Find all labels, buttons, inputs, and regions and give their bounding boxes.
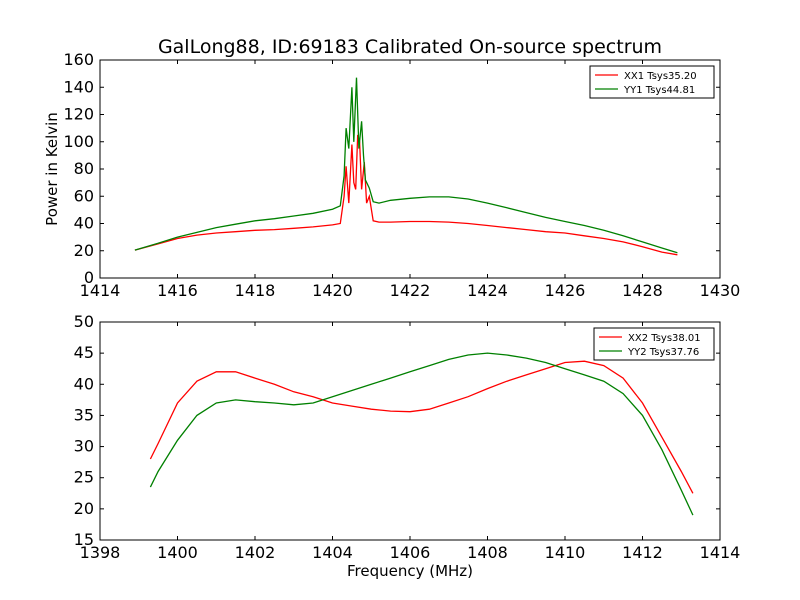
x-axis-label: Frequency (MHz) [347, 562, 473, 580]
y-tick-label: 60 [74, 186, 94, 205]
y-tick-label: 120 [63, 105, 94, 124]
x-tick-label: 1424 [467, 281, 508, 300]
y-axis-label: Power in Kelvin [43, 112, 61, 226]
y-tick-label: 80 [74, 159, 94, 178]
legend-box [593, 327, 715, 361]
legend-entry-label: YY1 Tsys44.81 [623, 85, 695, 96]
x-tick-label: 1400 [157, 543, 198, 562]
series-line-xx [134, 134, 678, 256]
y-tick-label: 50 [74, 312, 94, 331]
x-tick-label: 1412 [622, 543, 663, 562]
x-tick-label: 1408 [467, 543, 508, 562]
y-tick-label: 40 [74, 214, 94, 233]
legend-entry-label: XX2 Tsys38.01 [628, 333, 701, 344]
series-line-yy [149, 352, 694, 516]
legend: XX1 Tsys35.20 YY1 Tsys44.81 [589, 65, 715, 99]
x-tick-label: 1418 [235, 281, 276, 300]
x-tick-label: 1428 [622, 281, 663, 300]
y-tick-label: 160 [63, 50, 94, 69]
x-tick-label: 1414 [700, 543, 741, 562]
y-tick-label: 35 [74, 405, 94, 424]
top-panel: 1414 1416 1418 1420 1422 1424 1426 1428 1430 0 20 4… [43, 50, 740, 300]
y-tick-label: 25 [74, 468, 94, 487]
y-tick-label: 0 [84, 268, 94, 287]
y-tick-label: 140 [63, 77, 94, 96]
y-tick-label: 100 [63, 132, 94, 151]
y-tick-label: 20 [74, 499, 94, 518]
chart-title: GalLong88, ID:69183 Calibrated On-source… [158, 36, 662, 58]
legend-entry-label: YY2 Tsys37.76 [627, 347, 699, 358]
x-tick-label: 1404 [312, 543, 353, 562]
x-tick-label: 1398 [80, 543, 121, 562]
x-tick-label: 1422 [390, 281, 431, 300]
x-tick-label: 1430 [700, 281, 741, 300]
x-tick-label: 1402 [235, 543, 276, 562]
y-tick-label: 40 [74, 374, 94, 393]
x-tick-label: 1410 [545, 543, 586, 562]
y-tick-label: 45 [74, 343, 94, 362]
y-tick-label: 30 [74, 437, 94, 456]
legend-entry-label: XX1 Tsys35.20 [624, 71, 697, 82]
legend-box [589, 65, 715, 99]
series-line-yy [134, 77, 678, 254]
x-tick-label: 1406 [390, 543, 431, 562]
bottom-panel: 1398 1400 1402 1404 1406 1408 1410 1412 1414 15 20… [74, 312, 741, 580]
x-tick-label: 1416 [157, 281, 198, 300]
y-tick-label: 15 [74, 530, 94, 549]
legend: XX2 Tsys38.01 YY2 Tsys37.76 [593, 327, 715, 361]
x-tick-label: 1426 [545, 281, 586, 300]
x-tick-label: 1420 [312, 281, 353, 300]
series-line-xx [149, 360, 694, 494]
x-tick-label: 1414 [80, 281, 121, 300]
y-tick-label: 20 [74, 241, 94, 260]
